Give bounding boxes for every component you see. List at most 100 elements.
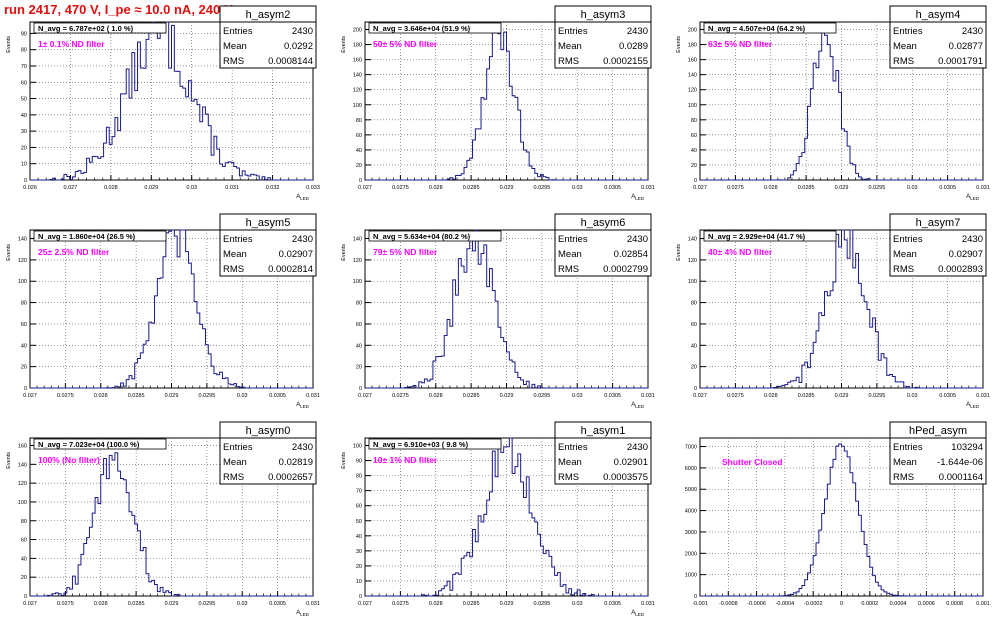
x-tick-label: -0.0006: [747, 601, 766, 607]
y-tick-label: 100: [18, 500, 27, 506]
y-tick-label: 60: [356, 322, 362, 328]
histogram-line: [700, 229, 983, 389]
filter-annotation: 100% (No filter): [38, 455, 100, 465]
x-tick-label: 0.026: [23, 185, 37, 191]
y-tick-label: 40: [21, 556, 27, 562]
stats-mean-value: 0.02819: [279, 457, 313, 468]
x-tick-label: 0.0285: [798, 393, 815, 399]
stats-entries-value: 2430: [627, 234, 648, 245]
stats-rms-label: RMS: [223, 56, 244, 67]
navg-label: N_avg = 3.646e+04 (51.9 %): [373, 24, 471, 33]
y-tick-label: 0: [359, 594, 362, 600]
stats-entries-label: Entries: [893, 234, 923, 245]
stats-entries-label: Entries: [223, 234, 253, 245]
stats-box: [554, 5, 652, 69]
x-tick-label: 0.0285: [128, 601, 145, 607]
stats-title: h_asym4: [916, 9, 961, 21]
x-tick-label: 0.031: [306, 393, 320, 399]
y-tick-label: 60: [356, 504, 362, 510]
x-tick-label: 0.0305: [269, 601, 286, 607]
y-tick-label: 80: [691, 118, 697, 124]
histogram-panel-h_asym4: 0.027 0.0275 0.028 0.0285 0.029 0.0295 0.03 0.0…: [676, 5, 990, 201]
x-tick-label: 0.03: [572, 185, 583, 191]
y-tick-label: 10: [356, 579, 362, 585]
stats-entries-value: 2430: [962, 234, 983, 245]
stats-mean-label: Mean: [558, 457, 582, 468]
histogram-panel-h_asym0: 0.027 0.0275 0.028 0.0285 0.029 0.0295 0.03 0.0…: [6, 421, 320, 617]
y-tick-label: 60: [356, 133, 362, 139]
stats-rms-value: 0.0001791: [938, 56, 983, 67]
y-tick-label: 20: [356, 564, 362, 570]
filter-annotation: Shutter Closed: [722, 457, 782, 467]
stats-box: [554, 421, 652, 485]
x-tick-label: 0.029: [500, 393, 514, 399]
stats-entries-value: 2430: [627, 26, 648, 37]
stats-title: h_asym3: [581, 9, 626, 21]
x-tick-label: 0.028: [104, 185, 118, 191]
x-tick-label: 0.0305: [604, 601, 621, 607]
y-tick-label: 0: [24, 386, 27, 392]
histogram-panel-h_asym3: 0.027 0.0275 0.028 0.0285 0.029 0.0295 0.03 0.0…: [341, 5, 655, 201]
y-axis-label: Events: [6, 36, 12, 53]
y-tick-label: 30: [21, 129, 27, 135]
y-tick-label: 140: [688, 73, 697, 79]
x-tick-label: 0.0285: [128, 393, 145, 399]
histogram-line: [30, 452, 313, 597]
stats-box: [219, 421, 317, 485]
y-tick-label: 80: [21, 301, 27, 307]
filter-annotation: 79± 5% ND filter: [373, 247, 438, 257]
y-tick-label: 4000: [685, 509, 697, 515]
stats-mean-label: Mean: [558, 41, 582, 52]
histogram-panel-h_asym1: 0.027 0.0275 0.028 0.0285 0.029 0.0295 0.03 0.0…: [341, 421, 655, 617]
x-tick-label: 0.0275: [57, 393, 74, 399]
stats-entries-value: 2430: [292, 234, 313, 245]
x-tick-label: 0.027: [358, 393, 372, 399]
stats-entries-label: Entries: [223, 442, 253, 453]
y-tick-label: 60: [21, 322, 27, 328]
x-tick-label: 0.0006: [918, 601, 935, 607]
stats-box: [889, 213, 987, 277]
histogram-panel-h_asym5: 0.027 0.0275 0.028 0.0285 0.029 0.0295 0.03 0.0…: [6, 213, 320, 409]
stats-entries-value: 2430: [292, 26, 313, 37]
y-tick-label: 20: [691, 365, 697, 371]
y-tick-label: 6000: [685, 466, 697, 472]
stats-title: h_asym7: [916, 217, 961, 229]
y-tick-label: 20: [691, 163, 697, 169]
stats-rms-label: RMS: [558, 56, 579, 67]
x-tick-label: 0.0275: [392, 185, 409, 191]
x-tick-label: 0.0295: [868, 393, 885, 399]
x-tick-label: -0.001: [692, 601, 708, 607]
x-tick-label: 0.0008: [946, 601, 963, 607]
stats-rms-value: 0.0001164: [939, 472, 983, 483]
navg-label: N_avg = 2.929e+04 (41.7 %): [708, 232, 806, 241]
navg-label: N_avg = 7.023e+04 (100.0 %): [38, 440, 140, 449]
filter-annotation: 63± 5% ND filter: [708, 39, 773, 49]
y-tick-label: 160: [688, 58, 697, 64]
x-axis-label: ALED: [631, 194, 645, 201]
navg-box: [33, 438, 167, 450]
x-axis-label: ALED: [296, 610, 310, 617]
navg-box: [368, 230, 502, 242]
page-title: run 2417, 470 V, I_pe ≈ 10.0 nA, 240 Hz: [4, 2, 240, 17]
navg-box: [703, 230, 837, 242]
x-tick-label: 0.031: [976, 393, 990, 399]
x-tick-label: 0.031: [225, 185, 239, 191]
y-tick-label: 120: [18, 258, 27, 264]
y-tick-label: 60: [691, 133, 697, 139]
y-tick-label: 70: [21, 64, 27, 70]
y-tick-label: 90: [21, 31, 27, 37]
x-tick-label: 0.0305: [604, 185, 621, 191]
y-tick-label: 1000: [685, 573, 697, 579]
stats-entries-label: Entries: [893, 26, 923, 37]
stats-mean-label: Mean: [223, 249, 247, 260]
x-tick-label: 0.028: [94, 601, 108, 607]
stats-mean-value: 0.02907: [949, 249, 983, 260]
stats-mean-label: Mean: [223, 41, 247, 52]
x-tick-label: 0.028: [764, 185, 778, 191]
y-tick-label: 0: [694, 386, 697, 392]
stats-entries-value: 2430: [962, 26, 983, 37]
y-tick-label: 140: [353, 237, 362, 243]
navg-box: [33, 230, 167, 242]
y-tick-label: 40: [21, 113, 27, 119]
y-axis-label: Events: [676, 244, 682, 261]
